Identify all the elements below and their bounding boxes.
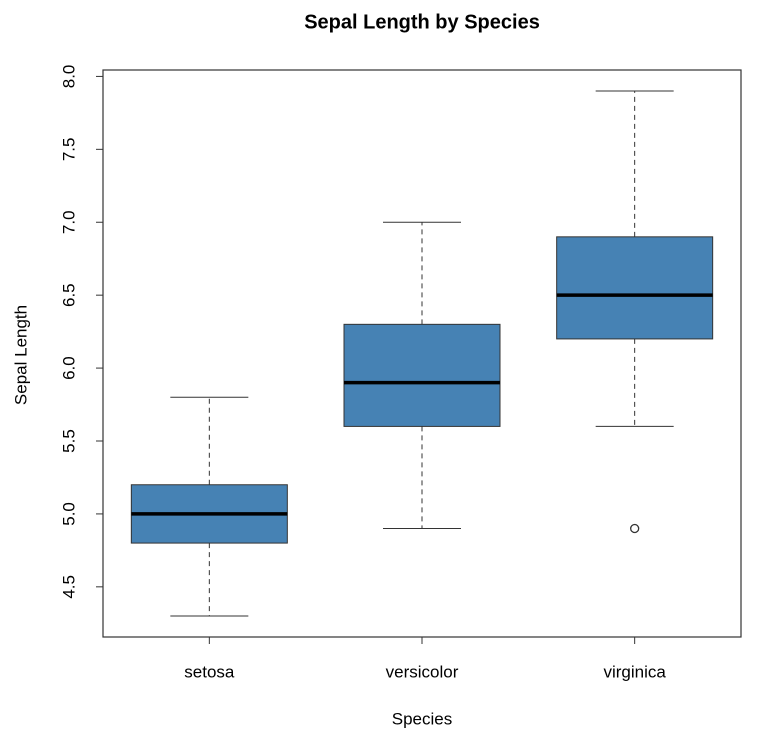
box — [343, 323, 501, 427]
x-tick-label: virginica — [603, 662, 666, 681]
x-tick-label: setosa — [184, 662, 235, 681]
y-tick-label: 7.5 — [59, 138, 78, 162]
x-axis-label: Species — [392, 709, 452, 728]
y-tick-label: 4.5 — [59, 575, 78, 599]
y-tick-label: 6.0 — [59, 356, 78, 380]
box — [556, 236, 714, 340]
outlier — [630, 523, 640, 534]
chart-title: Sepal Length by Species — [304, 11, 540, 33]
y-tick-label: 5.5 — [59, 429, 78, 453]
y-tick-label: 6.5 — [59, 283, 78, 307]
y-tick-label: 8.0 — [59, 65, 78, 89]
y-tick-label: 7.0 — [59, 210, 78, 234]
y-tick-label: 5.0 — [59, 502, 78, 526]
y-axis-label: Sepal Length — [11, 305, 30, 405]
x-tick-label: versicolor — [386, 662, 459, 681]
